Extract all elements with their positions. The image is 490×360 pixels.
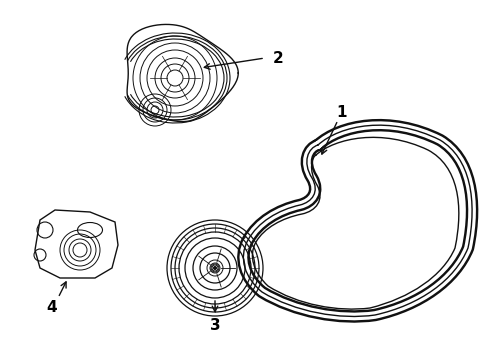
Text: 2: 2 xyxy=(272,50,283,66)
Text: 4: 4 xyxy=(47,301,57,315)
Text: 3: 3 xyxy=(210,318,220,333)
Text: 1: 1 xyxy=(337,104,347,120)
Circle shape xyxy=(214,266,217,270)
